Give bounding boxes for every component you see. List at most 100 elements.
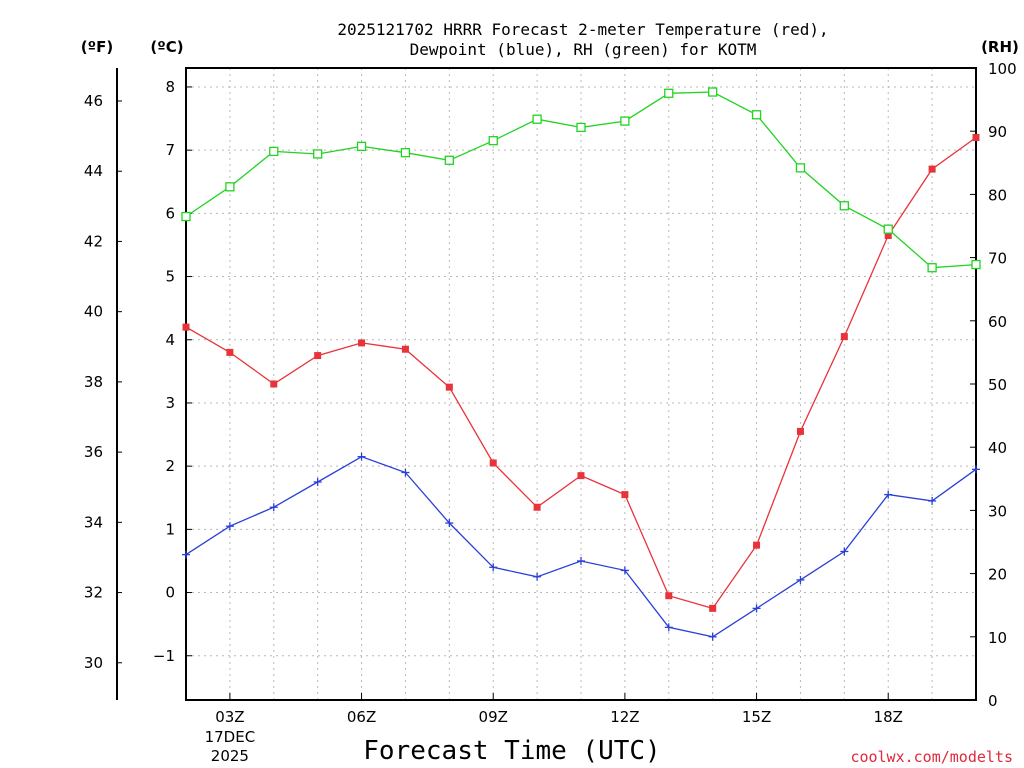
x-tick-label: 03Z <box>215 708 244 726</box>
axes <box>116 67 977 701</box>
dewpoint-point <box>752 604 761 613</box>
celsius-tick-label: 8 <box>165 78 175 96</box>
chart-subtitle: Dewpoint (blue), RH (green) for KOTM <box>410 40 757 59</box>
temperature-point <box>533 503 541 511</box>
series-temperature <box>182 134 980 612</box>
temperature-point <box>928 165 936 173</box>
rh-point <box>356 141 367 152</box>
dewpoint-point <box>972 465 980 474</box>
celsius-tick-label: 2 <box>165 457 175 475</box>
source-credit: coolwx.com/modelts <box>850 748 1013 766</box>
dewpoint-point <box>401 468 410 477</box>
x-tick-year-label: 2025 <box>211 747 249 765</box>
rh-tick-label: 10 <box>988 629 1007 647</box>
celsius-tick-label: 1 <box>165 520 175 538</box>
celsius-tick-label: 4 <box>165 331 175 349</box>
temperature-point <box>401 345 409 353</box>
rh-point <box>576 122 586 133</box>
rh-tick-label: 100 <box>988 60 1017 78</box>
dewpoint-point <box>577 556 585 565</box>
data-series <box>181 87 981 641</box>
x-tick-label: 09Z <box>479 708 508 726</box>
fahrenheit-tick-label: 44 <box>84 162 103 180</box>
x-axis-title: Forecast Time (UTC) <box>363 736 660 766</box>
series-dewpoint <box>182 452 980 641</box>
rh-point <box>313 149 323 159</box>
rh-point <box>269 146 279 157</box>
temperature-point <box>445 383 453 391</box>
celsius-tick-label: 7 <box>165 141 175 159</box>
temperature-point <box>182 323 190 331</box>
rh-point <box>883 224 893 234</box>
x-tick-date-label: 17DEC <box>205 728 256 746</box>
dewpoint-point <box>708 632 717 641</box>
temperature-point <box>665 592 673 600</box>
dewpoint-point <box>840 547 849 556</box>
rh-tick-label: 40 <box>988 439 1007 457</box>
fahrenheit-tick-label: 34 <box>84 513 103 531</box>
tick-labels: −101234567830323436384042444601020304050… <box>84 60 1017 765</box>
fahrenheit-tick-label: 30 <box>84 654 103 672</box>
series-line-rh <box>185 91 977 269</box>
dewpoint-point <box>225 522 234 531</box>
dewpoint-point <box>664 623 673 632</box>
rh-tick-label: 30 <box>988 502 1007 520</box>
rh-unit-label: (RH) <box>981 38 1019 56</box>
dewpoint-point <box>357 452 366 461</box>
rh-point <box>181 211 191 222</box>
dewpoint-point <box>620 566 629 575</box>
rh-point <box>751 110 762 120</box>
rh-point <box>225 182 235 192</box>
dewpoint-point <box>928 496 937 505</box>
temperature-point <box>972 134 980 142</box>
rh-point <box>795 163 806 173</box>
fahrenheit-tick-label: 40 <box>84 303 103 321</box>
dewpoint-point <box>884 490 893 499</box>
rh-tick-label: 70 <box>988 250 1007 268</box>
rh-point <box>664 88 674 98</box>
temperature-point <box>884 231 892 239</box>
temperature-point <box>270 380 278 388</box>
celsius-unit-label: (ºC) <box>150 38 183 56</box>
temperature-point <box>840 333 848 341</box>
celsius-tick-label: 5 <box>165 268 175 286</box>
rh-point <box>620 116 630 126</box>
celsius-tick-label: −1 <box>153 647 175 665</box>
rh-tick-label: 80 <box>988 186 1007 204</box>
dewpoint-point <box>313 477 322 486</box>
dewpoint-point <box>796 575 805 584</box>
x-tick-label: 15Z <box>742 708 771 726</box>
plot-frame <box>185 67 977 701</box>
rh-point <box>971 259 981 270</box>
temperature-point <box>753 541 761 549</box>
rh-point <box>927 263 937 273</box>
gridlines <box>186 68 976 700</box>
celsius-tick-label: 3 <box>165 394 175 412</box>
temperature-point <box>796 427 804 435</box>
fahrenheit-tick-label: 32 <box>84 584 103 602</box>
dewpoint-point <box>489 563 498 572</box>
fahrenheit-tick-label: 36 <box>84 443 103 461</box>
temperature-point <box>314 352 322 360</box>
dewpoint-point <box>445 519 454 528</box>
rh-point <box>839 201 849 211</box>
temperature-point <box>709 604 717 612</box>
rh-point <box>532 114 542 124</box>
rh-point <box>488 136 498 146</box>
temperature-point <box>577 472 585 480</box>
temperature-point <box>358 339 366 347</box>
rh-tick-label: 60 <box>988 313 1007 331</box>
fahrenheit-tick-label: 46 <box>84 92 103 110</box>
fahrenheit-unit-label: (ºF) <box>81 38 113 56</box>
dewpoint-point <box>182 550 190 559</box>
fahrenheit-tick-label: 38 <box>84 373 103 391</box>
rh-tick-label: 0 <box>988 692 998 710</box>
temperature-point <box>226 348 234 356</box>
x-tick-label: 06Z <box>347 708 376 726</box>
x-tick-label: 12Z <box>610 708 639 726</box>
temperature-point <box>621 491 629 499</box>
rh-point <box>444 155 454 165</box>
chart-title: 2025121702 HRRR Forecast 2-meter Tempera… <box>337 20 828 39</box>
fahrenheit-tick-label: 42 <box>84 232 103 250</box>
